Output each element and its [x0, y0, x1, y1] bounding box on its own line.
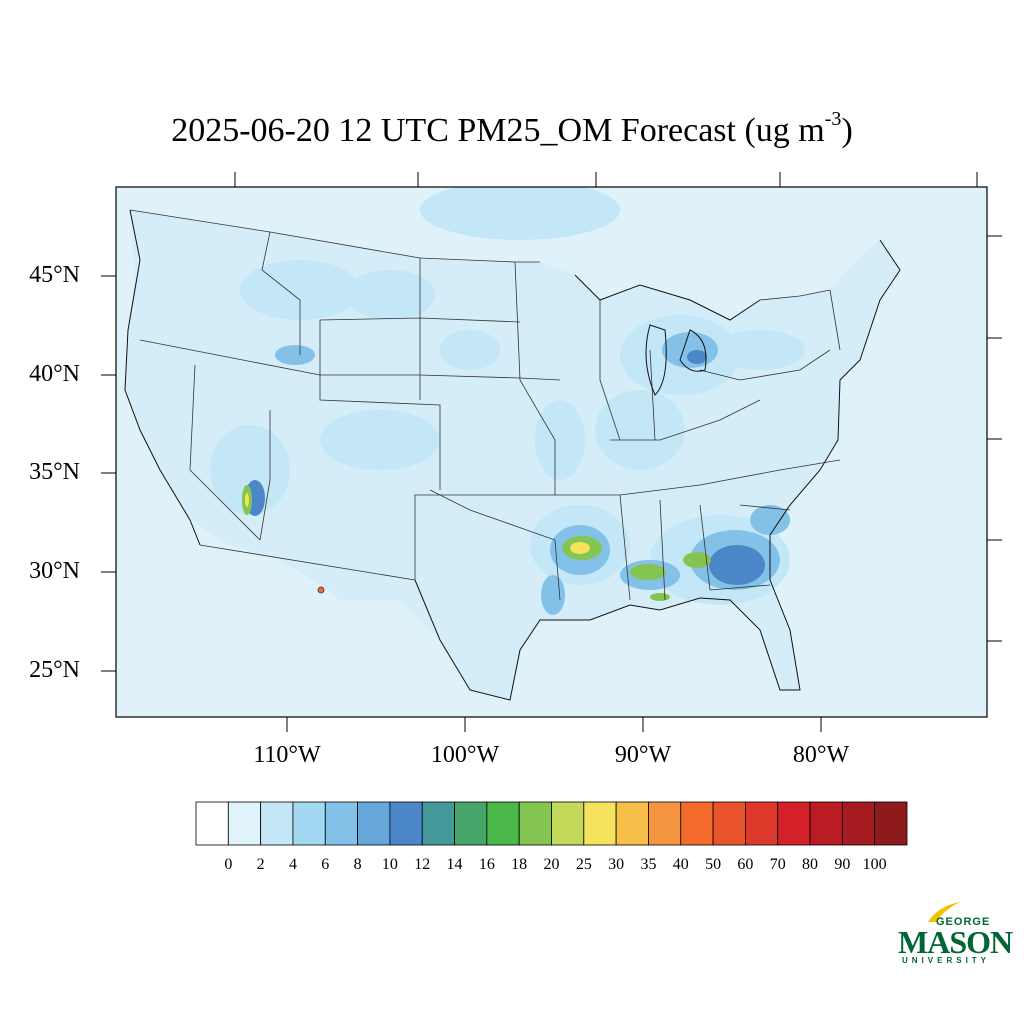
colorbar-tick-label: 35	[640, 856, 657, 873]
lat-label-35: 35°N	[29, 459, 80, 485]
title-close: )	[841, 112, 853, 149]
colorbar-tick-label: 20	[543, 856, 560, 873]
colorbar-tick-label: 12	[414, 856, 431, 873]
logo-line1: GEORGE	[936, 916, 991, 928]
colorbar-swatch	[357, 801, 391, 846]
colorbar-swatch	[227, 801, 262, 846]
lon-label-100w: 100°W	[430, 742, 500, 768]
gmu-logo: GEORGE MASON UNIVERSITY	[898, 900, 1013, 972]
colorbar-tick-label: 40	[672, 856, 689, 873]
colorbar-swatch	[583, 801, 617, 846]
lon-label-110w: 110°W	[253, 742, 321, 768]
concentration-contours-max	[245, 493, 590, 554]
logo-line2: MASON	[898, 924, 1013, 960]
colorbar-swatch	[680, 801, 714, 846]
colorbar-swatch	[615, 801, 649, 846]
colorbar-tick-label: 10	[381, 856, 398, 873]
colorbar-tick-label: 80	[802, 856, 819, 873]
colorbar-tick-label: 4	[288, 856, 297, 873]
title-text: 2025-06-20 12 UTC PM25_OM Forecast (ug m	[171, 112, 825, 149]
colorbar-swatch	[551, 801, 585, 846]
colorbar-tick-label: 90	[834, 856, 851, 873]
colorbar-swatch	[454, 801, 488, 846]
lat-label-45: 45°N	[29, 262, 80, 288]
colorbar-swatch	[648, 801, 682, 846]
colorbar-swatch	[292, 801, 326, 846]
political-borders	[129, 209, 841, 601]
colorbar-swatch	[777, 801, 811, 846]
colorbar-tick-label: 8	[353, 856, 362, 873]
lat-label-40: 40°N	[29, 361, 80, 387]
colorbar-swatch	[518, 801, 552, 846]
lat-label-30: 30°N	[29, 558, 80, 584]
coastlines	[124, 209, 901, 701]
hotspot-marker	[317, 586, 325, 594]
colorbar-tick-label: 50	[705, 856, 722, 873]
lat-label-25: 25°N	[29, 657, 80, 683]
colorbar-tick-label: 0	[224, 856, 233, 873]
axis-ticks	[101, 172, 1002, 732]
colorbar-tick-label: 14	[446, 856, 463, 873]
colorbar-swatch	[486, 801, 520, 846]
logo-swoosh-icon	[928, 902, 960, 922]
colorbar-swatch	[260, 801, 294, 846]
colorbar-swatch	[841, 801, 876, 846]
colorbar-tick-label: 25	[575, 856, 592, 873]
colorbar-swatch	[874, 801, 908, 846]
map-title: 2025-06-20 12 UTC PM25_OM Forecast (ug m…	[0, 108, 1024, 150]
title-superscript: -3	[824, 108, 842, 130]
colorbar-tick-label: 100	[862, 856, 887, 873]
colorbar-swatch	[324, 801, 358, 846]
logo-line3: UNIVERSITY	[902, 956, 991, 965]
colorbar-swatch	[712, 801, 746, 846]
lon-label-80w: 80°W	[792, 742, 850, 768]
lon-label-90w: 90°W	[614, 742, 672, 768]
colorbar	[195, 801, 908, 846]
map-frame	[115, 186, 988, 718]
colorbar-swatch	[809, 801, 843, 846]
colorbar-tick-label: 18	[511, 856, 528, 873]
colorbar-tick-label: 30	[608, 856, 625, 873]
colorbar-swatch	[421, 801, 455, 846]
colorbar-tick-label: 2	[256, 856, 265, 873]
colorbar-tick-label: 60	[737, 856, 754, 873]
colorbar-swatch	[195, 801, 229, 846]
colorbar-swatch	[745, 801, 779, 846]
colorbar-swatch	[389, 801, 423, 846]
colorbar-tick-label: 70	[769, 856, 786, 873]
colorbar-tick-label: 6	[321, 856, 330, 873]
colorbar-tick-label: 16	[478, 856, 495, 873]
map-plot-area	[116, 187, 987, 717]
